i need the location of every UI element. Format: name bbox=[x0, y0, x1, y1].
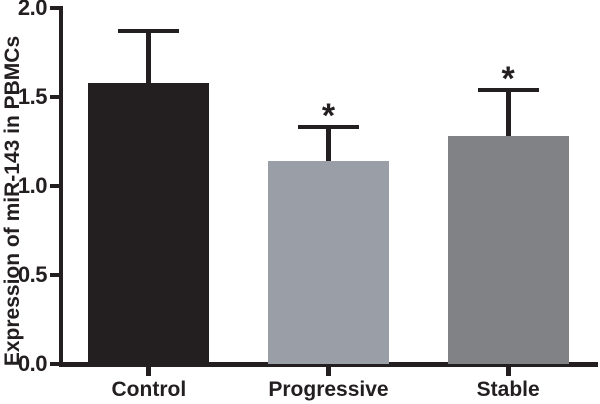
x-axis-tick bbox=[326, 367, 331, 376]
data-bar-stable bbox=[447, 136, 569, 364]
y-axis-tick-label: 1.5 bbox=[17, 84, 48, 109]
error-bar-stem bbox=[146, 31, 152, 83]
significance-asterisk: * bbox=[321, 97, 336, 136]
y-axis-tick bbox=[50, 184, 59, 188]
y-axis-tick bbox=[50, 273, 59, 277]
category-label-control: Control bbox=[111, 378, 187, 401]
y-axis-tick-label: 0.5 bbox=[17, 262, 48, 287]
data-bar-control bbox=[88, 82, 210, 364]
y-axis-tick-label: 0.0 bbox=[17, 351, 48, 376]
y-axis-line bbox=[59, 6, 63, 367]
error-bar-stem bbox=[326, 127, 331, 162]
error-bar-cap bbox=[118, 29, 180, 34]
error-bar-stem bbox=[505, 89, 511, 137]
y-axis-title: Expression of miR-143 in PBMCs bbox=[1, 35, 24, 367]
error-bar-cap bbox=[477, 87, 539, 92]
x-axis-line bbox=[59, 362, 598, 367]
y-axis-tick bbox=[50, 95, 59, 99]
x-axis-tick bbox=[505, 367, 511, 376]
y-axis-tick-label: 1.0 bbox=[17, 173, 48, 198]
category-label-stable: Stable bbox=[476, 378, 540, 401]
error-bar-cap bbox=[298, 125, 359, 130]
x-axis-tick bbox=[146, 367, 152, 376]
y-axis-tick bbox=[50, 362, 59, 366]
significance-asterisk: * bbox=[501, 59, 515, 98]
y-axis-tick-label: 2.0 bbox=[17, 0, 48, 20]
y-axis-tick bbox=[50, 6, 59, 10]
data-bar-progressive bbox=[268, 161, 389, 364]
category-label-progressive: Progressive bbox=[268, 378, 389, 401]
